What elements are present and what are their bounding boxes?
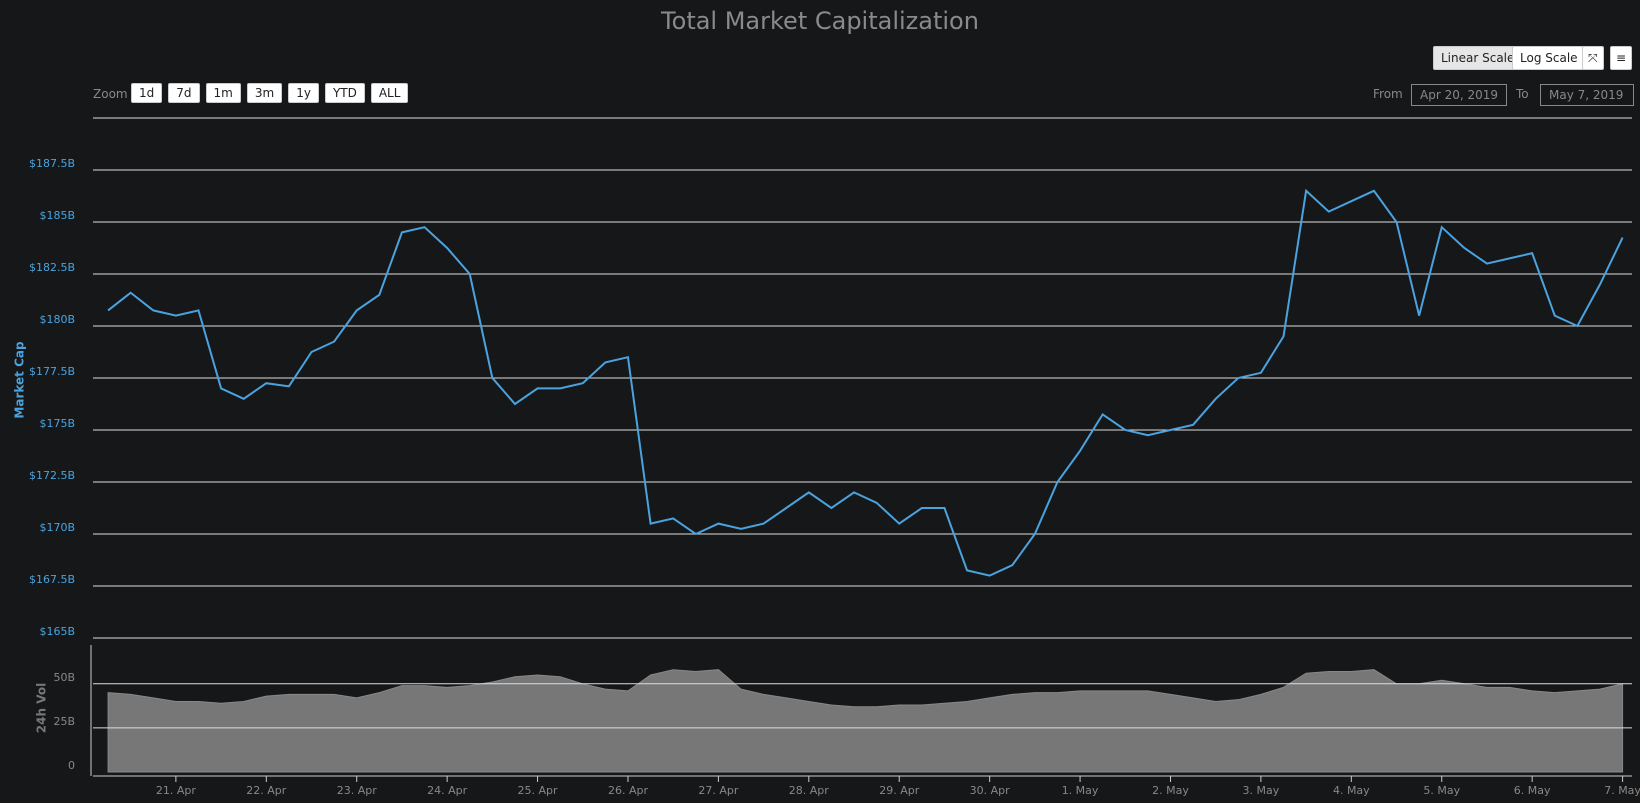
x-tick-label: 25. Apr <box>518 784 558 797</box>
x-tick-label: 22. Apr <box>246 784 286 797</box>
zoom-button[interactable]: 1d <box>131 83 163 103</box>
y2-axis-label: 24h Vol <box>35 683 49 733</box>
y-tick-label: $185B <box>39 209 75 222</box>
x-tick-label: 27. Apr <box>698 784 738 797</box>
y-tick-label: $182.5B <box>29 261 75 274</box>
x-tick-label: 30. Apr <box>970 784 1010 797</box>
menu-button[interactable]: ≡ <box>1610 46 1632 70</box>
x-tick-label: 29. Apr <box>879 784 919 797</box>
y-tick-label: $187.5B <box>29 157 75 170</box>
zoom-button[interactable]: 7d <box>168 83 200 103</box>
zoom-button[interactable]: YTD <box>324 83 365 103</box>
x-tick-label: 1. May <box>1062 784 1099 797</box>
y2-tick-label: 0 <box>68 759 75 772</box>
from-input[interactable]: Apr 20, 2019 <box>1411 84 1508 106</box>
linear-scale-button[interactable]: Linear Scale <box>1433 46 1523 70</box>
x-tick-label: 26. Apr <box>608 784 648 797</box>
x-tick-label: 4. May <box>1333 784 1370 797</box>
x-tick-label: 24. Apr <box>427 784 467 797</box>
zoom-button[interactable]: ALL <box>370 83 409 103</box>
y-tick-label: $180B <box>39 313 75 326</box>
x-tick-label: 7. May <box>1604 784 1640 797</box>
x-tick-label: 6. May <box>1514 784 1551 797</box>
log-scale-button[interactable]: Log Scale <box>1512 46 1586 70</box>
to-input[interactable]: May 7, 2019 <box>1540 84 1634 106</box>
y-tick-label: $172.5B <box>29 469 75 482</box>
volume-area <box>107 669 1624 773</box>
y-tick-label: $165B <box>39 625 75 638</box>
market-cap-line <box>107 188 1624 577</box>
x-tick-label: 21. Apr <box>156 784 196 797</box>
y2-tick-label: 25B <box>53 715 75 728</box>
x-tick-label: 23. Apr <box>337 784 377 797</box>
zoom-button[interactable]: 1m <box>205 83 241 103</box>
zoom-label: Zoom <box>93 87 128 101</box>
to-label: To <box>1516 87 1529 101</box>
fullscreen-button[interactable]: ⤧ <box>1582 46 1604 70</box>
y-tick-label: $177.5B <box>29 365 75 378</box>
y2-tick-label: 50B <box>53 671 75 684</box>
chart-title: Total Market Capitalization <box>660 7 979 35</box>
y-tick-label: $170B <box>39 521 75 534</box>
x-tick-label: 3. May <box>1243 784 1280 797</box>
x-tick-label: 28. Apr <box>789 784 829 797</box>
y-tick-label: $175B <box>39 417 75 430</box>
y-tick-label: $167.5B <box>29 573 75 586</box>
zoom-button[interactable]: 1y <box>288 83 319 103</box>
zoom-button[interactable]: 3m <box>246 83 283 103</box>
x-tick-label: 2. May <box>1152 784 1189 797</box>
y-axis-label: Market Cap <box>13 341 27 419</box>
from-label: From <box>1373 87 1403 101</box>
x-tick-label: 5. May <box>1423 784 1460 797</box>
